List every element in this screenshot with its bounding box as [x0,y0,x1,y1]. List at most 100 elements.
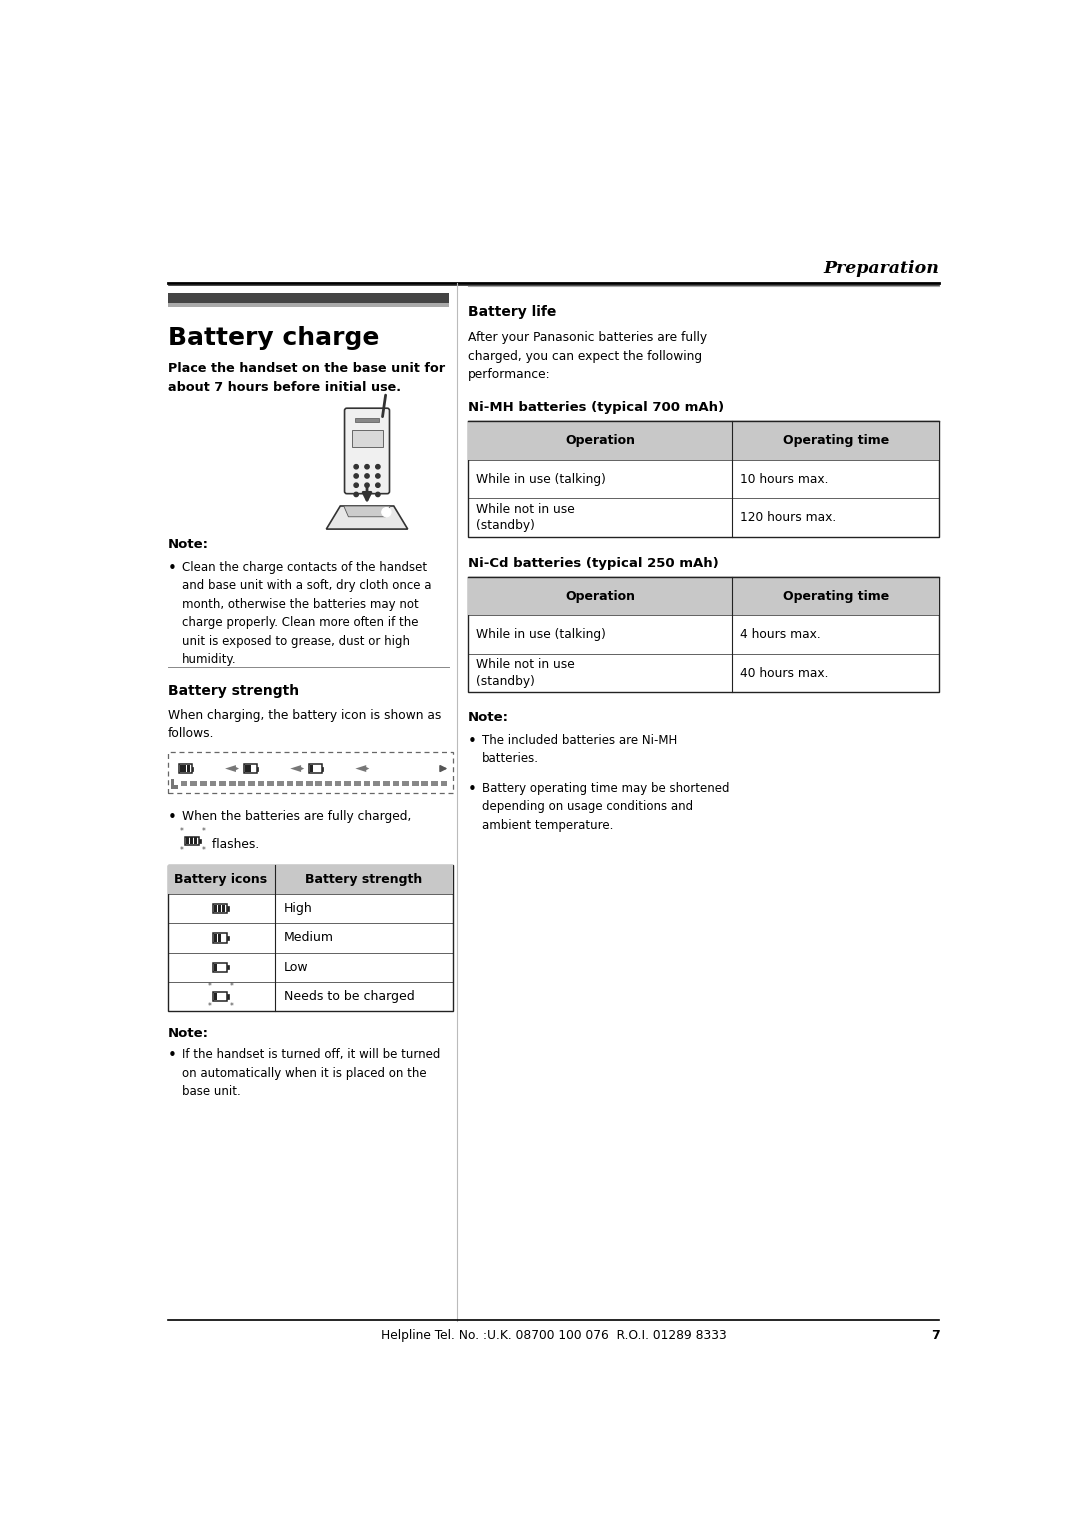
Bar [248,781,255,787]
Polygon shape [291,766,305,772]
Text: While not in use
(standby): While not in use (standby) [476,503,575,532]
Bar [213,934,227,943]
Bar [214,964,217,970]
Text: 10 hours max.: 10 hours max. [740,472,828,486]
Text: Battery icons: Battery icons [175,872,268,886]
Bar [364,781,370,787]
Circle shape [381,507,391,516]
Bar [185,836,199,845]
Bar [191,767,193,770]
Bar [187,766,190,772]
Text: When charging, the battery icon is shown as
follows.: When charging, the battery icon is shown… [167,709,441,740]
Bar [167,865,454,1012]
Circle shape [365,465,369,469]
Bar [186,837,189,845]
Text: After your Panasonic batteries are fully
charged, you can expect the following
p: After your Panasonic batteries are fully… [468,332,707,380]
Bar [441,781,447,787]
Bar [222,964,226,970]
Bar [335,781,341,787]
Bar [222,934,226,941]
Bar [222,905,226,912]
Circle shape [365,474,369,478]
Bar [229,781,235,787]
Bar [468,578,940,692]
Bar [315,781,322,787]
Bar [214,905,217,912]
Text: 7: 7 [931,1329,940,1342]
Bar [468,422,940,536]
Text: Needs to be charged: Needs to be charged [284,990,415,1002]
Text: Note:: Note: [167,538,208,550]
Text: The included batteries are Ni-MH
batteries.: The included batteries are Ni-MH batteri… [482,733,677,766]
Bar [322,767,323,770]
Text: *: * [202,827,205,836]
Text: Medium: Medium [284,932,334,944]
Bar [431,781,437,787]
Bar [402,781,409,787]
Bar [421,781,428,787]
Bar [171,785,177,788]
Bar [227,906,229,911]
Bar [167,303,449,307]
Bar [227,995,229,999]
Bar [245,766,247,772]
Text: *: * [202,847,205,856]
Text: *: * [207,1002,212,1012]
Bar [244,764,257,773]
Circle shape [354,474,359,478]
Text: Place the handset on the base unit for
about 7 hours before initial use.: Place the handset on the base unit for a… [167,362,445,394]
Polygon shape [225,766,239,772]
Bar [200,781,206,787]
FancyBboxPatch shape [345,408,390,494]
Bar [227,935,229,940]
Text: Operating time: Operating time [783,590,889,602]
Bar [190,837,193,845]
Bar [213,905,227,914]
Text: Note:: Note: [468,711,509,724]
Text: *: * [230,983,233,992]
Bar [276,781,284,787]
Bar [258,781,265,787]
Text: Ni-MH batteries (typical 700 mAh): Ni-MH batteries (typical 700 mAh) [468,402,725,414]
Bar [248,766,252,772]
Text: •: • [167,810,176,825]
Circle shape [376,483,380,487]
Text: Operating time: Operating time [783,434,889,448]
Bar [219,781,226,787]
Bar [218,934,221,941]
Circle shape [354,483,359,487]
Bar [383,781,390,787]
Text: Clean the charge contacts of the handset
and base unit with a soft, dry cloth on: Clean the charge contacts of the handset… [181,561,431,666]
Bar [167,865,454,894]
Bar [286,781,294,787]
Bar [325,781,332,787]
Bar [309,764,322,773]
Bar [213,963,227,972]
Circle shape [365,483,369,487]
Bar [354,781,361,787]
Text: *: * [230,1002,233,1012]
Text: 4 hours max.: 4 hours max. [740,628,821,642]
Circle shape [365,492,369,497]
Text: Low: Low [284,961,309,973]
Text: When the batteries are fully charged,: When the batteries are fully charged, [181,810,410,824]
Bar [194,837,198,845]
Circle shape [354,492,359,497]
Bar [218,905,221,912]
Bar [296,781,303,787]
Bar [318,766,320,772]
Text: Battery charge: Battery charge [167,325,379,350]
Circle shape [376,492,380,497]
Text: Operation: Operation [565,590,635,602]
Bar [218,993,221,1001]
Bar [345,781,351,787]
Text: Battery strength: Battery strength [167,685,299,698]
Bar [351,429,382,446]
Bar [210,781,216,787]
Bar [252,766,255,772]
Polygon shape [326,506,408,529]
Bar [180,781,188,787]
Polygon shape [355,766,369,772]
Circle shape [376,465,380,469]
Text: *: * [180,847,184,856]
